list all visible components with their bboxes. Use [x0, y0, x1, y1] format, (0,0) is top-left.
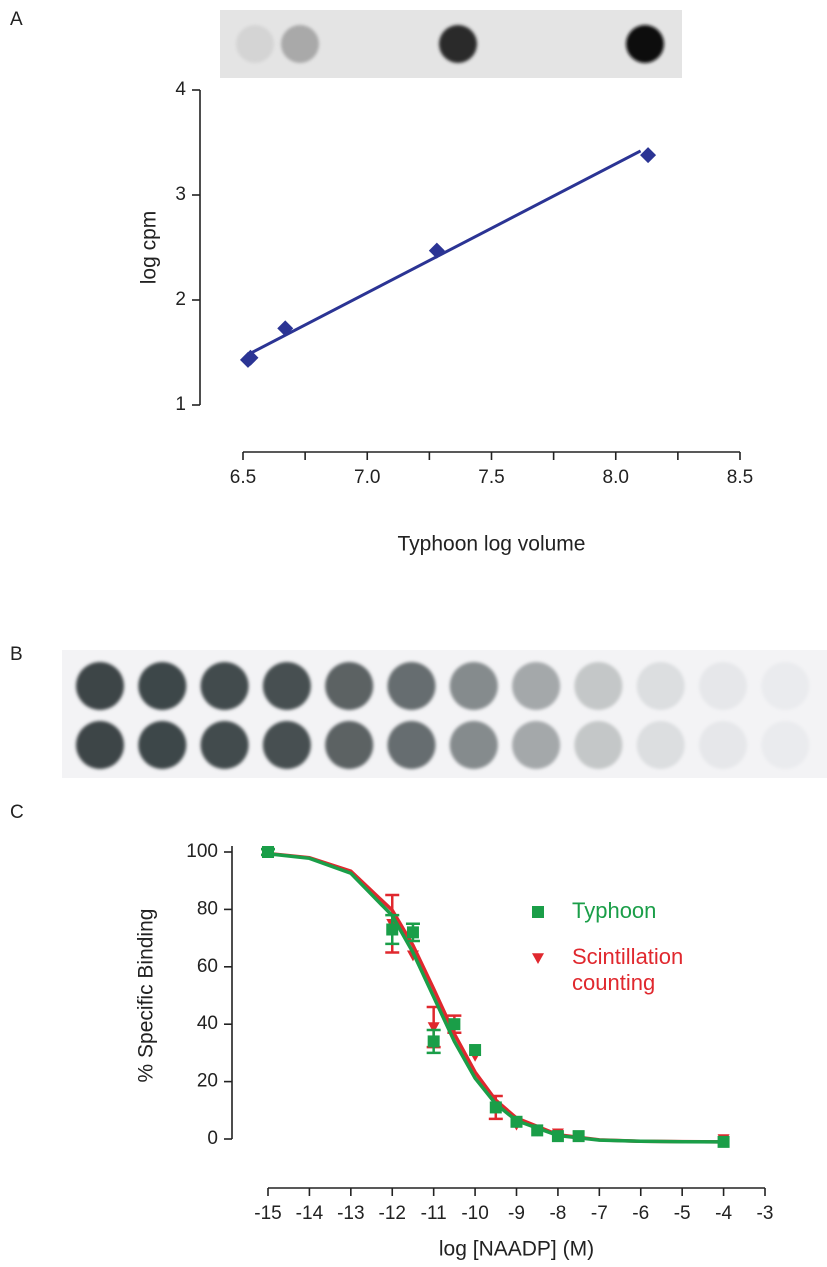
y-tick-label: 80 — [197, 898, 218, 919]
blot-spot — [281, 25, 319, 63]
square-marker — [718, 1136, 730, 1148]
panel-label: A — [10, 9, 23, 30]
x-tick-label: -8 — [549, 1203, 566, 1224]
x-tick-label: -11 — [421, 1203, 447, 1224]
blot-spot — [236, 25, 274, 63]
x-axis-label: log [NAADP] (M) — [439, 1238, 594, 1261]
y-tick-label: 20 — [197, 1071, 218, 1092]
figure: A B C 1 2 3 4 6.5 7.0 7.5 8.0 8.5 Typhoon log vol… — [0, 0, 827, 1267]
panel-label: B — [10, 644, 23, 665]
square-marker — [531, 1124, 543, 1136]
legend-marker — [532, 906, 544, 918]
blot-spot — [76, 662, 124, 710]
x-tick-label: -6 — [632, 1203, 649, 1224]
panel-label: C — [10, 802, 24, 823]
y-axis-label: % Specific Binding — [135, 909, 158, 1083]
blot-spot — [761, 662, 809, 710]
y-tick-label: 100 — [186, 841, 218, 862]
x-tick-label: 7.5 — [478, 467, 504, 488]
square-marker — [262, 846, 274, 858]
blot-spot — [201, 721, 249, 769]
blot-spot — [450, 662, 498, 710]
x-tick-label: -3 — [757, 1203, 774, 1224]
blot-spot — [201, 662, 249, 710]
x-tick-label: -5 — [674, 1203, 691, 1224]
square-marker — [407, 926, 419, 938]
blot-spot — [138, 662, 186, 710]
blot-spot — [512, 662, 560, 710]
square-marker — [448, 1018, 460, 1030]
blot-spot — [761, 721, 809, 769]
legend-label: Typhoon — [572, 898, 722, 924]
y-tick-label: 40 — [197, 1013, 218, 1034]
blot-spot — [388, 721, 436, 769]
blot-spot — [388, 662, 436, 710]
square-marker — [552, 1130, 564, 1142]
y-tick-label: 4 — [175, 79, 186, 100]
x-tick-label: -12 — [379, 1203, 406, 1224]
blot-spot — [637, 721, 685, 769]
x-tick-label: -9 — [508, 1203, 525, 1224]
square-marker — [386, 923, 398, 935]
blot-spot — [637, 662, 685, 710]
x-tick-label: -15 — [254, 1203, 281, 1224]
blot-spot — [699, 721, 747, 769]
square-marker — [490, 1101, 502, 1113]
blot-spot — [263, 662, 311, 710]
x-tick-label: -10 — [461, 1203, 488, 1224]
y-axis-label: log cpm — [138, 211, 161, 285]
y-tick-label: 60 — [197, 956, 218, 977]
chart: A B C 1 2 3 4 6.5 7.0 7.5 8.0 8.5 Typhoon log vol… — [0, 0, 827, 1267]
blot-spot — [138, 721, 186, 769]
blot-spot — [450, 721, 498, 769]
x-tick-label: 7.0 — [354, 467, 380, 488]
blot-spot — [699, 662, 747, 710]
square-marker — [511, 1116, 523, 1128]
x-tick-label: 8.0 — [603, 467, 629, 488]
blot-spot — [325, 662, 373, 710]
y-tick-label: 0 — [207, 1128, 218, 1149]
x-tick-label: -13 — [337, 1203, 364, 1224]
y-tick-label: 2 — [175, 289, 186, 310]
x-tick-label: 8.5 — [727, 467, 753, 488]
y-tick-label: 3 — [175, 184, 186, 205]
blot-spot — [626, 25, 664, 63]
x-tick-label: -4 — [715, 1203, 732, 1224]
square-marker — [573, 1130, 585, 1142]
x-tick-label: -14 — [296, 1203, 324, 1224]
diamond-marker — [640, 147, 656, 163]
x-tick-label: -7 — [591, 1203, 608, 1224]
legend-marker — [532, 953, 544, 964]
blot-spot — [574, 721, 622, 769]
blot-spot — [325, 721, 373, 769]
square-marker — [469, 1044, 481, 1056]
blot-spot — [574, 662, 622, 710]
blot-spot — [439, 25, 477, 63]
legend-label: Scintillation counting — [572, 944, 722, 996]
y-tick-label: 1 — [175, 394, 186, 415]
diamond-marker — [429, 243, 445, 259]
x-tick-label: 6.5 — [230, 467, 256, 488]
fit-line — [248, 151, 641, 355]
x-axis-label: Typhoon log volume — [398, 533, 586, 556]
blot-spot — [512, 721, 560, 769]
blot-spot — [263, 721, 311, 769]
blot-spot — [76, 721, 124, 769]
square-marker — [428, 1035, 440, 1047]
